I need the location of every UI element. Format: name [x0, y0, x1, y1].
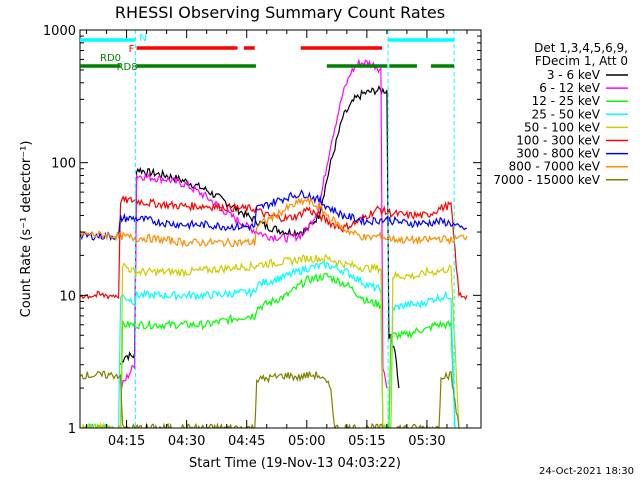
legend-label-1: 3 - 6 keV [547, 68, 601, 82]
chart-title: RHESSI Observing Summary Count Rates [115, 3, 445, 22]
plot-area [80, 30, 468, 428]
legend-label-5: 50 - 100 keV [524, 120, 601, 134]
legend: Det 1,3,4,5,6,9, FDecim 1, Att 0 3 - 6 k… [493, 41, 628, 187]
series-line-5 [81, 253, 460, 428]
legend-label-2: 6 - 12 keV [539, 81, 601, 95]
legend-header-line-1: Det 1,3,4,5,6,9, [534, 41, 628, 55]
series-line-2 [120, 58, 388, 389]
x-tick-label-2: 04:30 [168, 434, 205, 449]
legend-label-7: 300 - 800 keV [516, 147, 600, 161]
mode-label-rd8: RD8 [117, 62, 138, 73]
plot-frame [79, 29, 482, 429]
series-line-6 [80, 195, 468, 301]
mode-label-n: N [139, 33, 146, 44]
legend-header-line-2: FDecim 1, Att 0 [535, 54, 628, 68]
y-axis: 1 10 100 1000 [43, 24, 481, 437]
x-tick-label-5: 05:15 [348, 434, 385, 449]
x-tick-label-1: 04:15 [108, 434, 145, 449]
series-line-8 [80, 195, 468, 249]
legend-label-6: 100 - 300 keV [516, 134, 600, 148]
mode-label-f: F [129, 44, 135, 55]
y-tick-label-3: 100 [51, 157, 76, 172]
x-axis: 04:15 04:30 04:45 05:00 05:15 05:30 [86, 30, 468, 449]
mode-label-rd0: RD0 [100, 53, 121, 64]
series-line-7 [80, 189, 468, 242]
series-line-4 [81, 260, 456, 428]
footer-timestamp: 24-Oct-2021 18:30 [539, 466, 634, 477]
series-line-1 [120, 85, 400, 389]
legend-label-9: 7000 - 15000 keV [493, 173, 600, 187]
x-axis-label: Start Time (19-Nov-13 04:03:22) [189, 456, 401, 471]
series-line-9 [80, 370, 460, 428]
x-tick-label-4: 05:00 [288, 434, 325, 449]
y-tick-label-2: 10 [59, 289, 76, 304]
y-tick-label-1: 1 [68, 422, 76, 437]
legend-label-3: 12 - 25 keV [532, 94, 601, 108]
legend-label-4: 25 - 50 keV [532, 107, 601, 121]
y-tick-label-4: 1000 [43, 24, 76, 39]
x-tick-label-6: 05:30 [408, 434, 445, 449]
y-axis-label: Count Rate (s⁻¹ detector⁻¹) [19, 141, 34, 318]
series-line-3 [80, 272, 456, 428]
x-tick-label-3: 04:45 [228, 434, 265, 449]
legend-label-8: 800 - 7000 keV [509, 160, 601, 174]
